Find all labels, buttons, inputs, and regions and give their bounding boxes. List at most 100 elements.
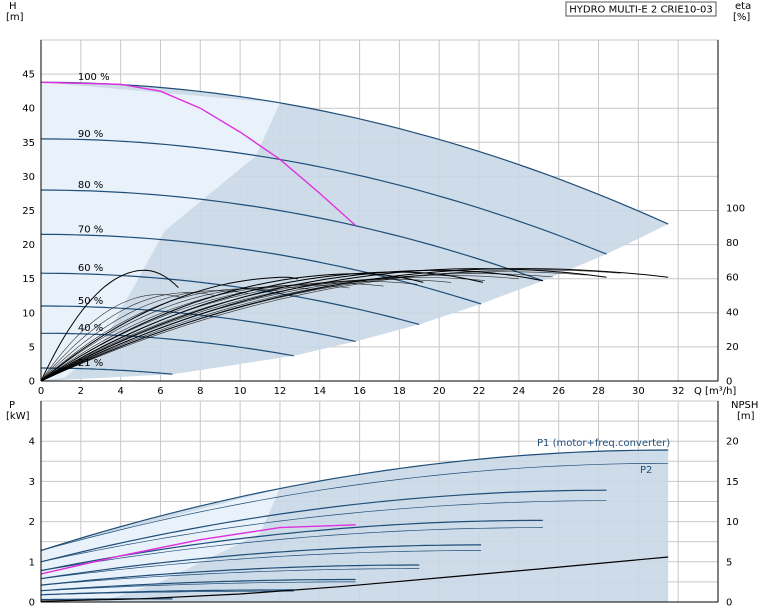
npsh-axis-label: NPSH <box>731 400 758 411</box>
eta-axis-unit: [%] <box>733 12 750 23</box>
h-tick-label: 45 <box>22 70 35 81</box>
q-tick-label: 28 <box>592 386 605 397</box>
efficiency-curve <box>40 290 249 382</box>
p1-series-label: P1 (motor+freq.converter) <box>537 438 670 449</box>
p-tick-label: 1 <box>29 557 35 568</box>
h-axis-unit: [m] <box>6 12 24 23</box>
chart-title: HYDRO MULTI-E 2 CRIE10-03 <box>569 5 712 16</box>
h-tick-label: 10 <box>22 308 35 319</box>
p2-curve <box>40 527 543 571</box>
efficiency-curve <box>40 282 384 382</box>
p-tick-label: 3 <box>29 477 35 488</box>
p1-curve <box>40 589 294 596</box>
q-tick-label: 24 <box>513 386 526 397</box>
efficiency-curve <box>40 269 621 382</box>
h-tick-label: 20 <box>22 240 35 251</box>
operating-region-layer <box>41 82 669 602</box>
q-tick-label: 18 <box>393 386 406 397</box>
eta-tick-label: 40 <box>726 307 739 318</box>
npsh-tick-label: 0 <box>726 598 732 609</box>
q-tick-label: 2 <box>78 386 84 397</box>
npsh-axis-unit: [m] <box>737 411 755 422</box>
eta-tick-label: 0 <box>726 377 732 388</box>
efficiency-curve <box>40 286 316 382</box>
speed-label: 40 % <box>78 323 103 334</box>
head-curve <box>40 81 669 225</box>
eta-axis-label: eta <box>735 1 751 12</box>
p-axis-unit: [kW] <box>6 411 30 422</box>
q-tick-label: 8 <box>197 386 203 397</box>
q-axis-label: Q [m³/h] <box>694 386 736 397</box>
curve-layer: 100 % 90 % 80 % 70 % 60 % 50 % 40 % 21 % <box>40 72 669 602</box>
npsh-tick-label: 20 <box>726 437 739 448</box>
efficiency-curve <box>40 271 587 382</box>
p2-series-label: P2 <box>640 465 652 476</box>
p-axis-label: P <box>9 400 15 411</box>
q-tick-label: 4 <box>117 386 123 397</box>
operating-region-light <box>41 82 280 382</box>
q-tick-label: 0 <box>38 386 44 397</box>
efficiency-curve <box>40 294 181 382</box>
p1-curve <box>40 578 356 592</box>
head-curve <box>40 189 543 282</box>
p2-curve <box>40 581 356 592</box>
eta-tick-label: 100 <box>726 204 745 215</box>
q-tick-label: 14 <box>313 386 326 397</box>
p2-curve <box>40 568 420 586</box>
h-tick-label: 0 <box>29 377 35 388</box>
speed-label: 60 % <box>78 263 103 274</box>
p1-curve <box>40 544 482 580</box>
q-tick-label: 16 <box>353 386 366 397</box>
h-tick-label: 5 <box>29 342 35 353</box>
efficiency-curve <box>40 292 215 382</box>
q-tick-label: 12 <box>274 386 287 397</box>
speed-label: 90 % <box>78 129 103 140</box>
p-tick-label: 2 <box>29 517 35 528</box>
q-tick-label: 10 <box>234 386 247 397</box>
head-curve <box>41 332 295 357</box>
h-axis-label: H <box>9 1 17 12</box>
q-tick-label: 22 <box>473 386 486 397</box>
p2-curve <box>40 550 482 580</box>
npsh-tick-label: 5 <box>726 557 732 568</box>
h-tick-label: 40 <box>22 104 35 115</box>
q-tick-label: 6 <box>157 386 163 397</box>
h-tick-label: 35 <box>22 138 35 149</box>
head-curve <box>40 272 420 325</box>
chart-title-box <box>565 1 717 17</box>
efficiency-curve <box>40 271 484 382</box>
efficiency-curve <box>40 277 486 382</box>
speed-label: 70 % <box>78 224 103 235</box>
p-tick-label: 4 <box>29 437 35 448</box>
eta-tick-label: 60 <box>726 273 739 284</box>
speed-label: 80 % <box>78 180 103 191</box>
speed-label: 50 % <box>78 296 103 307</box>
eta-tick-label: 80 <box>726 238 739 249</box>
power-region <box>41 450 669 602</box>
power-region-light <box>41 488 280 602</box>
efficiency-curve <box>40 269 179 382</box>
p2-curve <box>40 590 294 596</box>
p2-curve <box>40 500 607 563</box>
speed-label: 21 % <box>78 358 103 369</box>
npsh-tick-label: 15 <box>726 477 739 488</box>
q-tick-label: 32 <box>672 386 685 397</box>
p2-curve <box>40 462 669 551</box>
npsh-curve <box>40 556 669 602</box>
h-tick-label: 25 <box>22 206 35 217</box>
p-tick-label: 0 <box>29 598 35 609</box>
h-tick-label: 15 <box>22 274 35 285</box>
head-curve <box>41 233 482 305</box>
q-tick-label: 26 <box>552 386 565 397</box>
efficiency-curve <box>40 273 553 382</box>
p1-curve <box>40 564 420 586</box>
npsh-tick-label: 10 <box>726 517 739 528</box>
h-tick-label: 30 <box>22 172 35 183</box>
speed-label: 100 % <box>78 72 110 83</box>
highlight-power-curve <box>40 524 356 575</box>
q-tick-label: 30 <box>632 386 645 397</box>
efficiency-curve <box>40 275 519 382</box>
p1-curve <box>40 489 607 563</box>
